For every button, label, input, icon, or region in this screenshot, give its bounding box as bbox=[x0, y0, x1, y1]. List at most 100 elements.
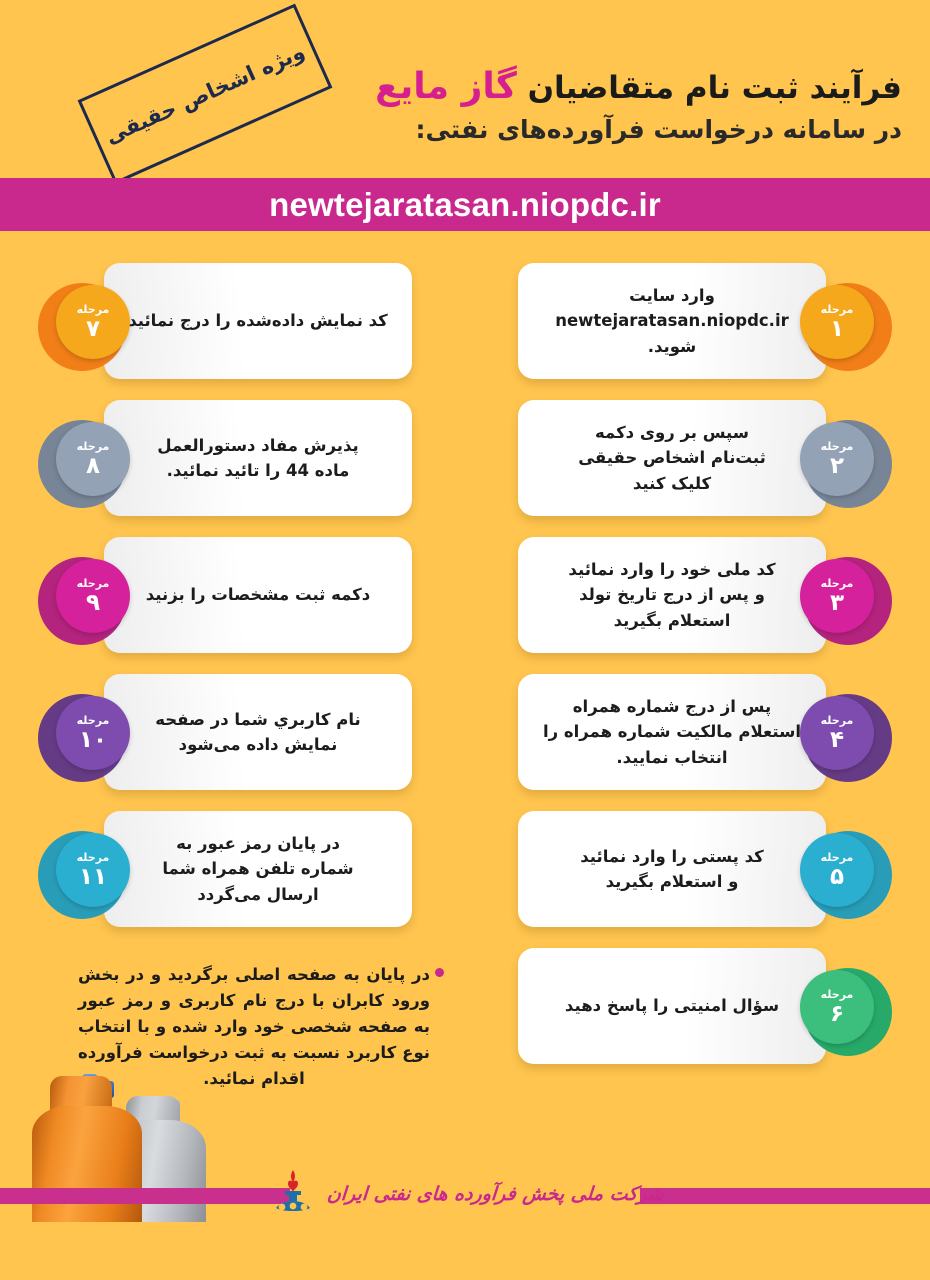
step-badge: مرحله ۹ bbox=[38, 551, 134, 647]
step-badge: مرحله ۱۱ bbox=[38, 825, 134, 921]
step-card-۶: سؤال امنیتی را پاسخ دهید مرحله ۶ bbox=[500, 940, 930, 1068]
step-card-text: پذیرش مفاد دستورالعمل ماده 44 را تائید ن… bbox=[157, 435, 359, 480]
step-badge: مرحله ۲ bbox=[796, 414, 892, 510]
niopdc-flame-emblem-icon bbox=[267, 1169, 319, 1219]
step-card-body: پس از درج شماره همراه استعلام مالکیت شما… bbox=[518, 674, 826, 790]
step-badge-number: ۹ bbox=[85, 589, 101, 616]
step-badge-inner: مرحله ۶ bbox=[800, 970, 874, 1044]
step-badge-label: مرحله bbox=[820, 302, 854, 316]
step-badge-inner: مرحله ۸ bbox=[56, 422, 130, 496]
step-card-body: دکمه ثبت مشخصات را بزنید bbox=[104, 537, 412, 653]
step-badge-label: مرحله bbox=[76, 576, 110, 590]
step-badge-inner: مرحله ۲ bbox=[800, 422, 874, 496]
step-card-text: در پایان رمز عبور به شماره تلفن همراه شم… bbox=[162, 834, 354, 904]
step-card-text: پس از درج شماره همراه استعلام مالکیت شما… bbox=[543, 697, 801, 767]
step-badge-inner: مرحله ۱۱ bbox=[56, 833, 130, 907]
portal-url[interactable]: newtejaratasan.niopdc.ir bbox=[269, 185, 661, 223]
step-badge-label: مرحله bbox=[76, 439, 110, 453]
steps-grid: وارد سایت newtejaratasan.niopdc.ir شوید.… bbox=[0, 255, 930, 1105]
step-card-text: کد ملی خود را وارد نمائید و پس از درج تا… bbox=[568, 560, 776, 630]
step-badge-label: مرحله bbox=[820, 850, 854, 864]
step-card-text: سپس بر روی دکمه ثبت‌نام اشخاص حقیقی کلیک… bbox=[578, 423, 766, 493]
step-badge-label: مرحله bbox=[820, 576, 854, 590]
step-card-۱۱: در پایان رمز عبور به شماره تلفن همراه شم… bbox=[0, 803, 430, 931]
step-badge-number: ۲ bbox=[829, 452, 845, 479]
url-banner: newtejaratasan.niopdc.ir bbox=[0, 178, 930, 231]
step-card-۹: دکمه ثبت مشخصات را بزنید مرحله ۹ bbox=[0, 529, 430, 657]
step-card-text: وارد سایت newtejaratasan.niopdc.ir شوید. bbox=[555, 286, 789, 356]
step-badge-label: مرحله bbox=[820, 713, 854, 727]
step-badge-number: ۸ bbox=[85, 452, 101, 479]
steps-column-right: وارد سایت newtejaratasan.niopdc.ir شوید.… bbox=[500, 255, 930, 1077]
step-badge-inner: مرحله ۳ bbox=[800, 559, 874, 633]
step-card-۸: پذیرش مفاد دستورالعمل ماده 44 را تائید ن… bbox=[0, 392, 430, 520]
step-badge-label: مرحله bbox=[820, 987, 854, 1001]
step-badge-inner: مرحله ۵ bbox=[800, 833, 874, 907]
step-badge-number: ۵ bbox=[829, 863, 845, 890]
final-note-text: در پایان به صفحه اصلی برگردید و در بخش و… bbox=[78, 965, 430, 1089]
special-persons-stamp: ویژه اشخاص حقیقی bbox=[77, 3, 333, 185]
step-card-body: وارد سایت newtejaratasan.niopdc.ir شوید. bbox=[518, 263, 826, 379]
steps-column-left: کد نمایش داده‌شده را درج نمائید مرحله ۷ پذی… bbox=[0, 255, 430, 940]
step-card-body: کد نمایش داده‌شده را درج نمائید bbox=[104, 263, 412, 379]
step-card-body: پذیرش مفاد دستورالعمل ماده 44 را تائید ن… bbox=[104, 400, 412, 516]
step-badge-label: مرحله bbox=[820, 439, 854, 453]
step-card-body: سپس بر روی دکمه ثبت‌نام اشخاص حقیقی کلیک… bbox=[518, 400, 826, 516]
step-badge-label: مرحله bbox=[76, 850, 110, 864]
niopdc-logo: شرکت ملی پخش فرآورده های نفتی ایران bbox=[275, 1162, 664, 1226]
step-badge-number: ۴ bbox=[829, 726, 845, 753]
step-badge-number: ۳ bbox=[829, 589, 845, 616]
poster-title: فرآیند ثبت نام متقاضیان گاز مایع bbox=[212, 66, 902, 108]
title-block: فرآیند ثبت نام متقاضیان گاز مایع در ساما… bbox=[212, 66, 902, 145]
step-card-text: سؤال امنیتی را پاسخ دهید bbox=[564, 996, 780, 1016]
step-card-text: دکمه ثبت مشخصات را بزنید bbox=[145, 585, 371, 605]
step-card-۷: کد نمایش داده‌شده را درج نمائید مرحله ۷ bbox=[0, 255, 430, 383]
step-card-body: نام کاربري شما در صفحه نمایش داده می‌شود bbox=[104, 674, 412, 790]
step-badge-number: ۱۱ bbox=[78, 863, 108, 890]
step-card-body: سؤال امنیتی را پاسخ دهید bbox=[518, 948, 826, 1064]
step-card-body: در پایان رمز عبور به شماره تلفن همراه شم… bbox=[104, 811, 412, 927]
step-badge: مرحله ۳ bbox=[796, 551, 892, 647]
step-badge: مرحله ۷ bbox=[38, 277, 134, 373]
step-card-body: کد ملی خود را وارد نمائید و پس از درج تا… bbox=[518, 537, 826, 653]
step-badge: مرحله ۵ bbox=[796, 825, 892, 921]
step-badge-number: ۷ bbox=[85, 315, 101, 342]
title-highlight: گاز مایع bbox=[375, 66, 517, 107]
step-badge: مرحله ۴ bbox=[796, 688, 892, 784]
step-badge: مرحله ۱ bbox=[796, 277, 892, 373]
step-badge-number: ۱ bbox=[829, 315, 845, 342]
step-badge: مرحله ۶ bbox=[796, 962, 892, 1058]
step-badge-number: ۶ bbox=[829, 1000, 845, 1027]
step-badge-inner: مرحله ۱۰ bbox=[56, 696, 130, 770]
step-badge-label: مرحله bbox=[76, 302, 110, 316]
step-card-۵: کد پستی را وارد نمائید و استعلام بگیرید م… bbox=[500, 803, 930, 931]
step-card-text: کد نمایش داده‌شده را درج نمائید bbox=[128, 311, 388, 331]
step-badge-inner: مرحله ۷ bbox=[56, 285, 130, 359]
step-badge-inner: مرحله ۴ bbox=[800, 696, 874, 770]
poster-subtitle: در سامانه درخواست فرآورده‌های نفتی: bbox=[415, 115, 902, 145]
step-card-۱: وارد سایت newtejaratasan.niopdc.ir شوید.… bbox=[500, 255, 930, 383]
footer-stripe-left bbox=[0, 1188, 290, 1204]
step-card-text: کد پستی را وارد نمائید و استعلام بگیرید bbox=[580, 846, 764, 891]
step-badge-inner: مرحله ۹ bbox=[56, 559, 130, 633]
title-prefix: فرآیند ثبت نام متقاضیان bbox=[527, 70, 903, 106]
footer-stripe-right bbox=[640, 1188, 930, 1204]
poster-header: فرآیند ثبت نام متقاضیان گاز مایع در ساما… bbox=[0, 0, 930, 185]
step-badge-inner: مرحله ۱ bbox=[800, 285, 874, 359]
step-card-۳: کد ملی خود را وارد نمائید و پس از درج تا… bbox=[500, 529, 930, 657]
step-card-۲: سپس بر روی دکمه ثبت‌نام اشخاص حقیقی کلیک… bbox=[500, 392, 930, 520]
final-note: در پایان به صفحه اصلی برگردید و در بخش و… bbox=[78, 962, 444, 1092]
poster-footer: شرکت ملی پخش فرآورده های نفتی ایران bbox=[0, 1166, 930, 1222]
niopdc-logo-text: شرکت ملی پخش فرآورده های نفتی ایران bbox=[325, 1183, 665, 1205]
step-badge-label: مرحله bbox=[76, 713, 110, 727]
step-badge: مرحله ۱۰ bbox=[38, 688, 134, 784]
step-card-body: کد پستی را وارد نمائید و استعلام بگیرید bbox=[518, 811, 826, 927]
step-card-text: نام کاربري شما در صفحه نمایش داده می‌شود bbox=[155, 709, 361, 754]
step-card-۱۰: نام کاربري شما در صفحه نمایش داده می‌شود… bbox=[0, 666, 430, 794]
bullet-icon bbox=[435, 968, 444, 977]
step-badge-number: ۱۰ bbox=[78, 726, 108, 753]
step-badge: مرحله ۸ bbox=[38, 414, 134, 510]
step-card-۴: پس از درج شماره همراه استعلام مالکیت شما… bbox=[500, 666, 930, 794]
bottom-band bbox=[0, 1222, 930, 1280]
